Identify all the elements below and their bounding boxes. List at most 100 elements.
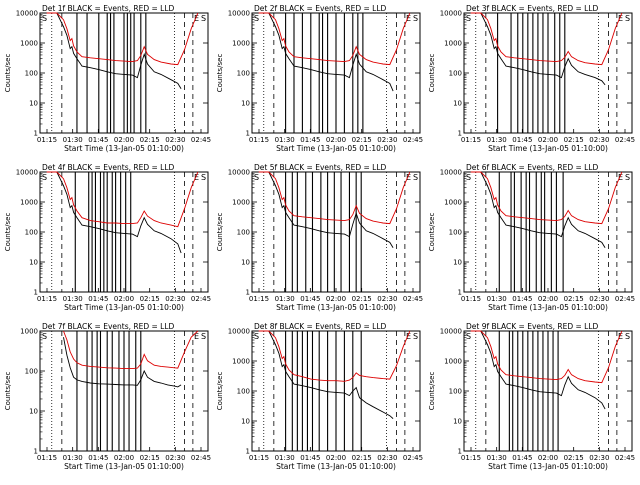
y-tick-label: 10 bbox=[29, 259, 38, 267]
x-tick-label: 02:30 bbox=[165, 454, 185, 462]
x-axis-label: Start Time (13-Jan-05 01:10:00) bbox=[488, 462, 608, 471]
x-axis-label: Start Time (13-Jan-05 01:10:00) bbox=[276, 144, 396, 153]
x-tick-label: 01:45 bbox=[300, 295, 320, 303]
corner-mark: E bbox=[406, 14, 411, 23]
x-tick-label: 02:15 bbox=[564, 136, 584, 144]
corner-mark: S bbox=[466, 332, 471, 341]
x-tick-label: 02:45 bbox=[191, 295, 211, 303]
x-axis-label: Start Time (13-Jan-05 01:10:00) bbox=[276, 462, 396, 471]
y-axis-label: Counts/sec bbox=[4, 372, 12, 411]
x-tick-label: 01:15 bbox=[461, 295, 481, 303]
corner-mark: S bbox=[42, 173, 47, 182]
series-line-lld bbox=[470, 171, 623, 225]
corner-mark: E bbox=[618, 332, 623, 341]
corner-mark: S bbox=[413, 173, 418, 182]
x-tick-label: 01:15 bbox=[37, 454, 57, 462]
series-line-lld bbox=[470, 12, 623, 66]
series-line-lld bbox=[258, 330, 411, 382]
x-tick-label: 02:30 bbox=[165, 136, 185, 144]
panel-title: Det 2f BLACK = Events, RED = LLD bbox=[254, 4, 387, 13]
x-tick-label: 01:45 bbox=[88, 454, 108, 462]
x-tick-label: 02:00 bbox=[326, 136, 346, 144]
corner-mark: S bbox=[413, 14, 418, 23]
y-axis-label: Counts/sec bbox=[216, 372, 224, 411]
x-tick-label: 01:15 bbox=[37, 136, 57, 144]
series-line-lld bbox=[46, 12, 199, 66]
series-line-lld bbox=[63, 330, 199, 370]
x-tick-label: 01:30 bbox=[63, 295, 83, 303]
x-tick-label: 02:30 bbox=[377, 454, 397, 462]
y-tick-label: 10000 bbox=[228, 328, 250, 336]
x-tick-label: 02:45 bbox=[191, 136, 211, 144]
corner-mark: E bbox=[618, 14, 623, 23]
y-tick-label: 100 bbox=[25, 368, 38, 376]
x-tick-label: 02:30 bbox=[589, 295, 609, 303]
y-tick-label: 1000 bbox=[20, 199, 38, 207]
x-axis-label: Start Time (13-Jan-05 01:10:00) bbox=[64, 462, 184, 471]
x-tick-label: 01:45 bbox=[300, 454, 320, 462]
corner-mark: S bbox=[254, 173, 259, 182]
x-tick-label: 01:30 bbox=[275, 295, 295, 303]
x-tick-label: 02:00 bbox=[326, 454, 346, 462]
x-tick-label: 01:30 bbox=[63, 454, 83, 462]
corner-mark: S bbox=[625, 14, 630, 23]
x-tick-label: 01:30 bbox=[63, 136, 83, 144]
corner-mark: S bbox=[413, 332, 418, 341]
x-axis-label: Start Time (13-Jan-05 01:10:00) bbox=[64, 303, 184, 312]
y-tick-label: 10 bbox=[29, 100, 38, 108]
corner-mark: S bbox=[466, 173, 471, 182]
x-tick-label: 02:15 bbox=[140, 136, 160, 144]
series-line-events bbox=[470, 171, 606, 248]
x-tick-label: 01:15 bbox=[249, 454, 269, 462]
y-tick-label: 1 bbox=[458, 289, 462, 297]
panel-title: Det 5f BLACK = Events, RED = LLD bbox=[254, 163, 387, 172]
panel-title: Det 8f BLACK = Events, RED = LLD bbox=[254, 322, 387, 331]
y-axis-label: Counts/sec bbox=[4, 54, 12, 93]
x-tick-label: 02:30 bbox=[377, 295, 397, 303]
y-axis-label: Counts/sec bbox=[216, 54, 224, 93]
y-tick-label: 1 bbox=[34, 130, 38, 138]
y-axis-label: Counts/sec bbox=[216, 213, 224, 252]
y-tick-label: 10 bbox=[241, 100, 250, 108]
y-tick-label: 10000 bbox=[16, 10, 38, 18]
x-tick-label: 01:45 bbox=[512, 295, 532, 303]
y-tick-label: 1000 bbox=[232, 358, 250, 366]
x-tick-label: 01:30 bbox=[275, 136, 295, 144]
y-tick-label: 1 bbox=[34, 289, 38, 297]
x-tick-label: 01:45 bbox=[512, 454, 532, 462]
corner-mark: S bbox=[201, 332, 206, 341]
x-tick-label: 02:30 bbox=[165, 295, 185, 303]
x-tick-label: 02:45 bbox=[191, 454, 211, 462]
corner-mark: S bbox=[466, 14, 471, 23]
x-tick-label: 01:30 bbox=[275, 454, 295, 462]
x-tick-label: 02:15 bbox=[140, 295, 160, 303]
x-tick-label: 02:15 bbox=[352, 454, 372, 462]
x-tick-label: 02:30 bbox=[377, 136, 397, 144]
series-line-events bbox=[63, 337, 182, 388]
x-tick-label: 01:15 bbox=[249, 295, 269, 303]
series-line-events bbox=[258, 330, 394, 419]
corner-mark: E bbox=[406, 332, 411, 341]
x-tick-label: 02:45 bbox=[615, 136, 635, 144]
x-tick-label: 02:00 bbox=[538, 454, 558, 462]
corner-mark: E bbox=[194, 173, 199, 182]
y-tick-label: 10 bbox=[241, 259, 250, 267]
x-tick-label: 01:15 bbox=[461, 454, 481, 462]
series-line-lld bbox=[258, 12, 411, 66]
y-tick-label: 100 bbox=[237, 70, 250, 78]
series-line-events bbox=[258, 171, 394, 248]
y-tick-label: 10000 bbox=[228, 169, 250, 177]
y-tick-label: 10 bbox=[241, 418, 250, 426]
y-tick-label: 100 bbox=[449, 70, 462, 78]
panel-title: Det 4f BLACK = Events, RED = LLD bbox=[42, 163, 175, 172]
corner-mark: S bbox=[254, 14, 259, 23]
y-tick-label: 100 bbox=[449, 229, 462, 237]
x-axis-label: Start Time (13-Jan-05 01:10:00) bbox=[276, 303, 396, 312]
x-tick-label: 02:45 bbox=[403, 454, 423, 462]
y-tick-label: 10000 bbox=[440, 169, 462, 177]
corner-mark: S bbox=[201, 173, 206, 182]
x-tick-label: 01:15 bbox=[249, 136, 269, 144]
